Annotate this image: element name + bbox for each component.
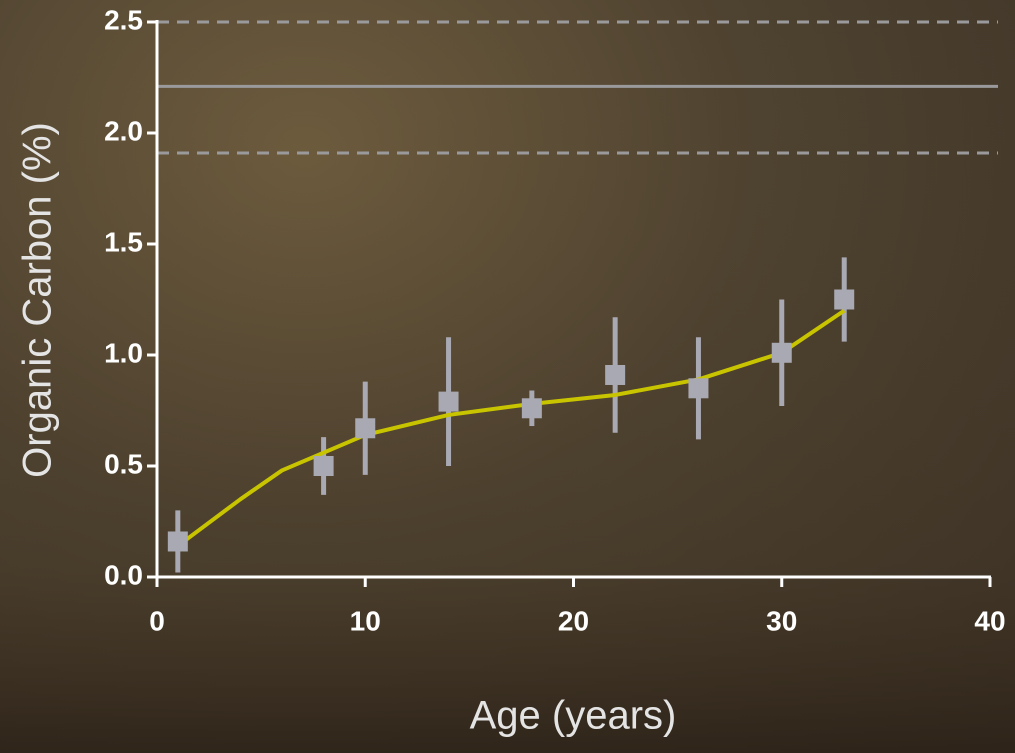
data-point	[439, 392, 459, 412]
chart: Organic Carbon (%) Age (years) 0.0 0.5 1.0…	[0, 0, 1015, 753]
y-tick-label: 1.5	[104, 226, 143, 257]
page: Organic Carbon (%) Age (years) 0.0 0.5 1.0…	[0, 0, 1015, 753]
y-axis-title: Organic Carbon (%)	[16, 122, 60, 478]
x-tick-label: 20	[558, 605, 589, 636]
x-axis-title: Age (years)	[470, 694, 677, 738]
x-tick-label: 30	[766, 605, 797, 636]
data-point	[772, 343, 792, 363]
data-point	[688, 378, 708, 398]
data-point	[834, 290, 854, 310]
x-tick-label: 40	[974, 605, 1005, 636]
data-point	[314, 456, 334, 476]
background	[0, 0, 1015, 753]
data-point	[522, 398, 542, 418]
data-point	[605, 365, 625, 385]
y-tick-label: 2.0	[104, 115, 143, 146]
y-tick-label: 2.5	[104, 4, 143, 35]
y-tick-label: 0.0	[104, 559, 143, 590]
data-point	[168, 531, 188, 551]
x-tick-label: 0	[149, 605, 165, 636]
y-tick-label: 1.0	[104, 337, 143, 368]
x-tick-label: 10	[350, 605, 381, 636]
data-point	[355, 418, 375, 438]
y-tick-label: 0.5	[104, 448, 143, 479]
